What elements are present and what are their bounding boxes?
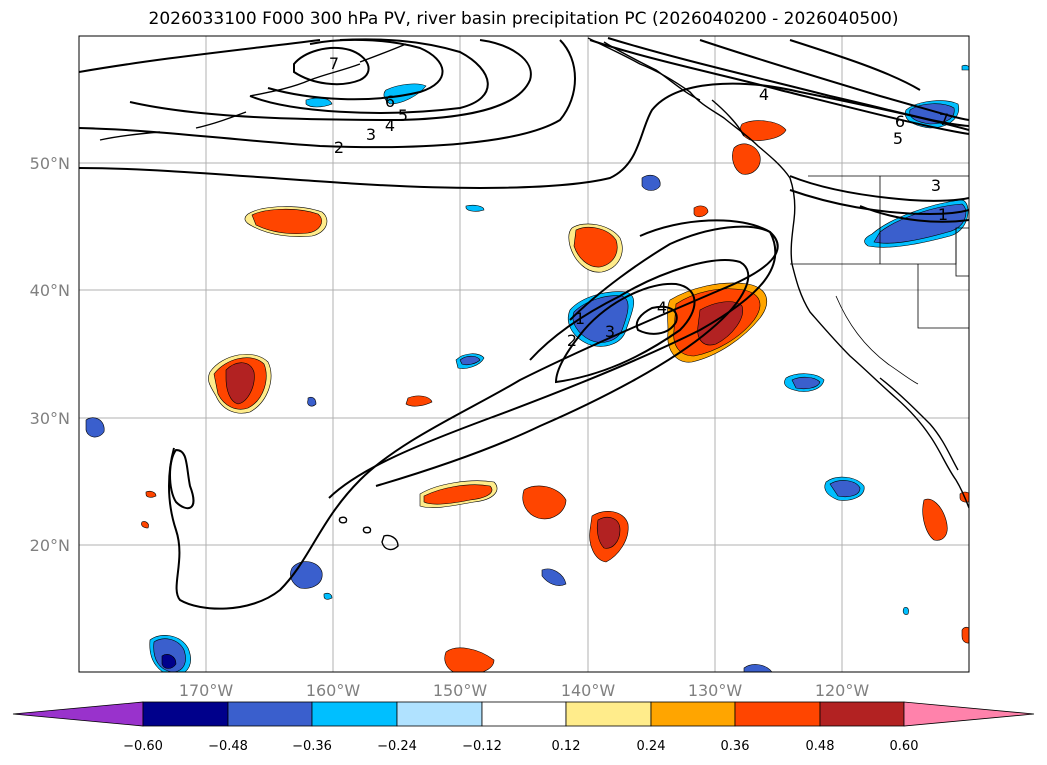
- colorbar-bin-4: [396, 701, 483, 727]
- colorbar-bin-5: [481, 701, 567, 727]
- contour-label-2: 2: [567, 331, 577, 350]
- contour-label-4: 4: [657, 298, 667, 317]
- contour-label-3: 3: [931, 176, 941, 195]
- contour-label-3: 3: [366, 125, 376, 144]
- lon-label-140w: 140°W: [561, 681, 616, 700]
- contour-label-3: 3: [605, 322, 615, 341]
- colorbar: [12, 701, 1035, 727]
- map-title: 2026033100 F000 300 hPa PV, river basin …: [148, 9, 899, 29]
- colorbar-tick: 0.48: [806, 739, 835, 754]
- map-frame: [79, 36, 969, 672]
- colorbar-bin-7: [650, 701, 736, 727]
- colorbar-ticks: −0.60 −0.48 −0.36 −0.24 −0.12 0.12 0.24 …: [123, 739, 918, 754]
- lon-label-120w: 120°W: [815, 681, 870, 700]
- colorbar-tick: −0.24: [377, 739, 417, 754]
- colorbar-bin-6: [565, 701, 652, 727]
- lon-label-150w: 150°W: [433, 681, 488, 700]
- colorbar-extend-low: [12, 701, 144, 727]
- contour-label-6: 6: [385, 92, 395, 111]
- colorbar-tick: −0.12: [462, 739, 502, 754]
- latitude-labels: 50°N 40°N 30°N 20°N: [30, 154, 70, 555]
- state-borders: [790, 175, 969, 385]
- contour-label-2: 2: [334, 138, 344, 157]
- colorbar-bin-3: [311, 701, 398, 727]
- contour-label-7: 7: [329, 54, 339, 73]
- map-border: [78, 35, 970, 673]
- colorbar-tick: 0.12: [552, 739, 581, 754]
- contour-label-6: 6: [895, 112, 905, 131]
- lat-label-30n: 30°N: [30, 409, 70, 428]
- colorbar-tick: 0.36: [721, 739, 750, 754]
- contour-label-4: 4: [385, 116, 395, 135]
- colorbar-tick: −0.60: [123, 739, 163, 754]
- colorbar-bin-9: [819, 701, 905, 727]
- colorbar-tick: −0.36: [292, 739, 332, 754]
- lat-label-20n: 20°N: [30, 536, 70, 555]
- contour-label-5: 5: [893, 129, 903, 148]
- contour-labels: 7 6 5 4 3 2 4 6 7 5 3 1 4 1 3 2: [329, 54, 949, 350]
- colorbar-tick: 0.60: [890, 739, 919, 754]
- colorbar-bin-1: [142, 701, 229, 727]
- pv-contours: [79, 37, 969, 610]
- lon-label-160w: 160°W: [306, 681, 361, 700]
- colorbar-tick: −0.48: [208, 739, 248, 754]
- lon-label-170w: 170°W: [179, 681, 234, 700]
- colorbar-tick: 0.24: [637, 739, 666, 754]
- contour-label-1: 1: [575, 309, 585, 328]
- colorbar-extend-high: [903, 701, 1035, 727]
- lat-label-40n: 40°N: [30, 281, 70, 300]
- contour-label-4: 4: [759, 85, 769, 104]
- lat-label-50n: 50°N: [30, 154, 70, 173]
- contour-label-5: 5: [398, 106, 408, 125]
- contour-label-1: 1: [938, 205, 948, 224]
- colorbar-bin-2: [227, 701, 313, 727]
- contour-label-7: 7: [939, 110, 949, 129]
- colorbar-bin-8: [734, 701, 821, 727]
- lon-label-130w: 130°W: [688, 681, 743, 700]
- longitude-labels: 170°W 160°W 150°W 140°W 130°W 120°W: [179, 681, 870, 700]
